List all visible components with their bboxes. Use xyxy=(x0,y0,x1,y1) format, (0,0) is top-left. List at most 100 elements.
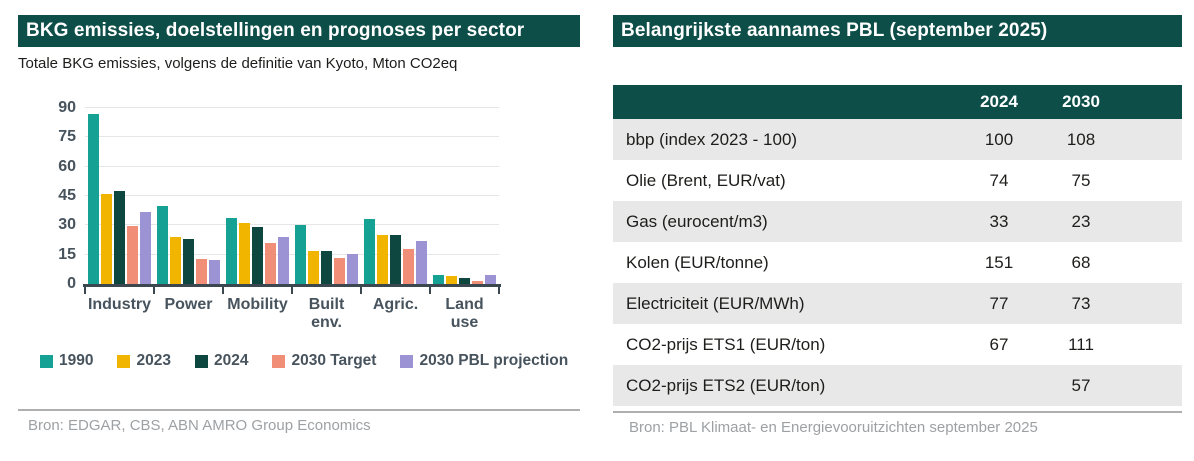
x-axis-tick xyxy=(84,287,86,294)
chart-title-bar: BKG emissies, doelstellingen en prognose… xyxy=(18,15,580,47)
x-axis-tick xyxy=(359,287,362,294)
y-tick-label: 75 xyxy=(58,128,76,146)
bar-group-land-use xyxy=(430,108,499,284)
row-label: CO2-prijs ETS1 (EUR/ton) xyxy=(626,334,826,354)
assumptions-table-panel: Belangrijkste aannames PBL (september 20… xyxy=(613,0,1182,461)
chart-source: Bron: EDGAR, CBS, ABN AMRO Group Economi… xyxy=(28,417,371,434)
bar-2030-pbl-projection xyxy=(209,259,220,284)
x-axis-category-labels: Industry Power Mobility Built env. Agric. Lan… xyxy=(85,296,499,332)
bar-group-power xyxy=(154,108,223,284)
legend-swatch xyxy=(194,354,208,368)
category-label: Power xyxy=(164,296,213,313)
row-label: Electriciteit (EUR/MWh) xyxy=(626,293,805,313)
y-tick-label: 0 xyxy=(67,275,76,292)
bar-2024 xyxy=(390,235,401,284)
row-label: Gas (eurocent/m3) xyxy=(626,211,768,231)
bar-2024 xyxy=(252,227,263,284)
bar-2024 xyxy=(114,191,125,284)
value-2024: 100 xyxy=(984,129,1014,149)
table-source: Bron: PBL Klimaat- en Energievooruitzich… xyxy=(629,419,1038,436)
chart-subtitle: Totale BKG emissies, volgens de definiti… xyxy=(18,55,458,72)
category-label: Land use xyxy=(445,296,484,331)
bar-2030-pbl-projection xyxy=(347,253,358,284)
bar-2023 xyxy=(308,250,319,284)
legend-swatch xyxy=(117,354,131,368)
row-label: bbp (index 2023 - 100) xyxy=(626,129,798,149)
table-header-row: 2024 2030 xyxy=(613,85,1182,119)
bar-groups xyxy=(85,108,499,284)
bar-group-industry xyxy=(85,108,154,284)
table-row: bbp (index 2023 - 100) 100 108 xyxy=(613,119,1182,160)
table-title: Belangrijkste aannames PBL (september 20… xyxy=(621,20,1048,41)
bar-2030-pbl-projection xyxy=(485,275,496,284)
row-label: Olie (Brent, EUR/vat) xyxy=(626,170,786,190)
bar-2023 xyxy=(446,276,457,284)
bar-2023 xyxy=(170,237,181,284)
value-2030: 111 xyxy=(1068,334,1094,354)
gridline xyxy=(85,165,499,167)
bar-2024 xyxy=(459,278,470,284)
legend-item: 1990 xyxy=(40,352,93,370)
legend-label: 2023 xyxy=(136,352,171,369)
header-2024: 2024 xyxy=(980,92,1018,111)
category-label: Built env. xyxy=(308,296,345,331)
gridline xyxy=(85,107,499,108)
bar-2024 xyxy=(183,239,194,284)
legend-item: 2024 xyxy=(194,352,248,370)
gridline xyxy=(85,253,499,255)
value-2030: 73 xyxy=(1071,293,1091,313)
legend-label: 1990 xyxy=(59,352,94,369)
legend-item: 2030 Target xyxy=(272,352,376,370)
x-axis-tick xyxy=(291,287,293,294)
assumptions-table: 2024 2030 bbp (index 2023 - 100) 100 108 Ol… xyxy=(613,85,1182,406)
table-row: Kolen (EUR/tonne) 151 68 xyxy=(613,242,1182,283)
bar-group-mobility xyxy=(223,108,292,284)
legend-swatch xyxy=(40,354,53,368)
gridline xyxy=(85,195,499,196)
bar-1990 xyxy=(226,217,237,284)
gridline xyxy=(85,136,499,138)
category-label: Mobility xyxy=(227,296,288,313)
category-label: Industry xyxy=(87,296,152,313)
bar-1990 xyxy=(295,225,306,284)
emissions-chart-panel: BKG emissies, doelstellingen en prognose… xyxy=(18,0,580,461)
category-label: Agric. xyxy=(372,296,419,313)
bar-2023 xyxy=(377,235,388,284)
legend-label: 2030 Target xyxy=(291,352,377,369)
bar-2030-target xyxy=(334,257,345,284)
bar-group-agric- xyxy=(361,108,430,284)
table-row: Olie (Brent, EUR/vat) 74 75 xyxy=(613,160,1182,201)
bar-2030-target xyxy=(403,248,414,284)
source-divider xyxy=(18,409,580,411)
table-row: CO2-prijs ETS1 (EUR/ton) 67 111 xyxy=(613,324,1182,365)
chart-legend: 1990 2023 2024 2030 Target 2030 PBL projecti… xyxy=(40,352,568,370)
bar-2030-pbl-projection xyxy=(278,237,289,284)
legend-swatch xyxy=(272,354,286,368)
legend-label: 2030 PBL projection xyxy=(419,352,569,369)
x-axis-line xyxy=(83,284,501,287)
plot-area xyxy=(83,107,501,294)
x-axis-tick xyxy=(152,287,155,294)
chart-title: BKG emissies, doelstellingen en prognose… xyxy=(26,20,525,41)
legend-item: 2030 PBL projection xyxy=(400,352,568,370)
bar-2030-target xyxy=(196,258,207,284)
bar-1990 xyxy=(433,275,444,284)
y-tick-label: 45 xyxy=(58,187,76,204)
y-tick-label: 30 xyxy=(58,216,76,234)
value-2030: 57 xyxy=(1071,375,1091,395)
value-2024: 33 xyxy=(989,211,1009,231)
source-divider xyxy=(613,411,1182,413)
row-label: CO2-prijs ETS2 (EUR/ton) xyxy=(626,375,826,395)
bar-2030-pbl-projection xyxy=(416,240,427,284)
bar-1990 xyxy=(157,205,168,284)
bar-group-built-env- xyxy=(292,108,361,284)
header-2030: 2030 xyxy=(1062,92,1100,111)
y-tick-label: 90 xyxy=(58,99,76,116)
value-2024: 77 xyxy=(989,293,1009,313)
bar-1990 xyxy=(364,219,375,284)
bar-2023 xyxy=(239,223,250,284)
bar-2030-target xyxy=(265,242,276,284)
y-tick-label: 60 xyxy=(58,157,76,175)
bar-2030-target xyxy=(472,281,483,284)
x-axis-tick xyxy=(221,287,224,294)
